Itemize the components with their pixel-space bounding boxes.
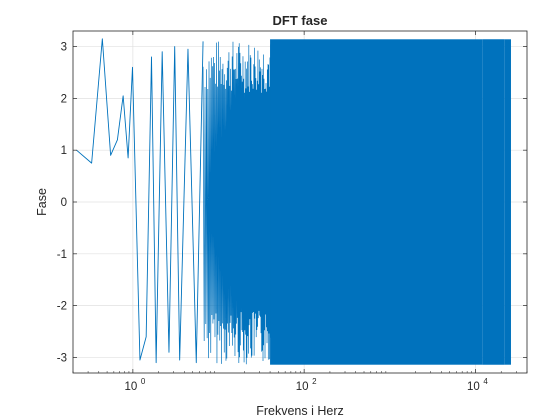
y-tick-label: 2 [61, 93, 67, 105]
x-tick-exponent: 4 [483, 377, 488, 386]
x-tick-label: 10 [467, 381, 480, 393]
phase-series [76, 38, 511, 365]
phase-tail-segment [482, 39, 505, 365]
y-tick-label: -1 [57, 249, 67, 261]
phase-high-bars [504, 39, 511, 365]
y-tick-label: 3 [61, 42, 67, 54]
y-tick-label: -2 [57, 301, 67, 313]
x-tick-exponent: 2 [312, 377, 317, 386]
x-axis-label: Frekvens i Herz [256, 404, 344, 418]
y-tick-label: -3 [57, 352, 67, 364]
x-tick-label: 10 [296, 381, 309, 393]
x-tick-exponent: 0 [141, 377, 146, 386]
x-tick-label: 10 [124, 381, 137, 393]
phase-dense-band [270, 39, 483, 365]
y-tick-label: 1 [61, 145, 67, 157]
y-axis-ticks: 3 2 1 0 -1 -2 -3 [57, 42, 527, 364]
y-axis-label: Fase [35, 188, 49, 216]
chart-title: DFT fase [273, 13, 328, 28]
y-tick-label: 0 [61, 197, 67, 209]
phase-line-sparse [76, 38, 204, 364]
x-axis-ticks: 10 0 10 2 10 4 [72, 31, 528, 393]
